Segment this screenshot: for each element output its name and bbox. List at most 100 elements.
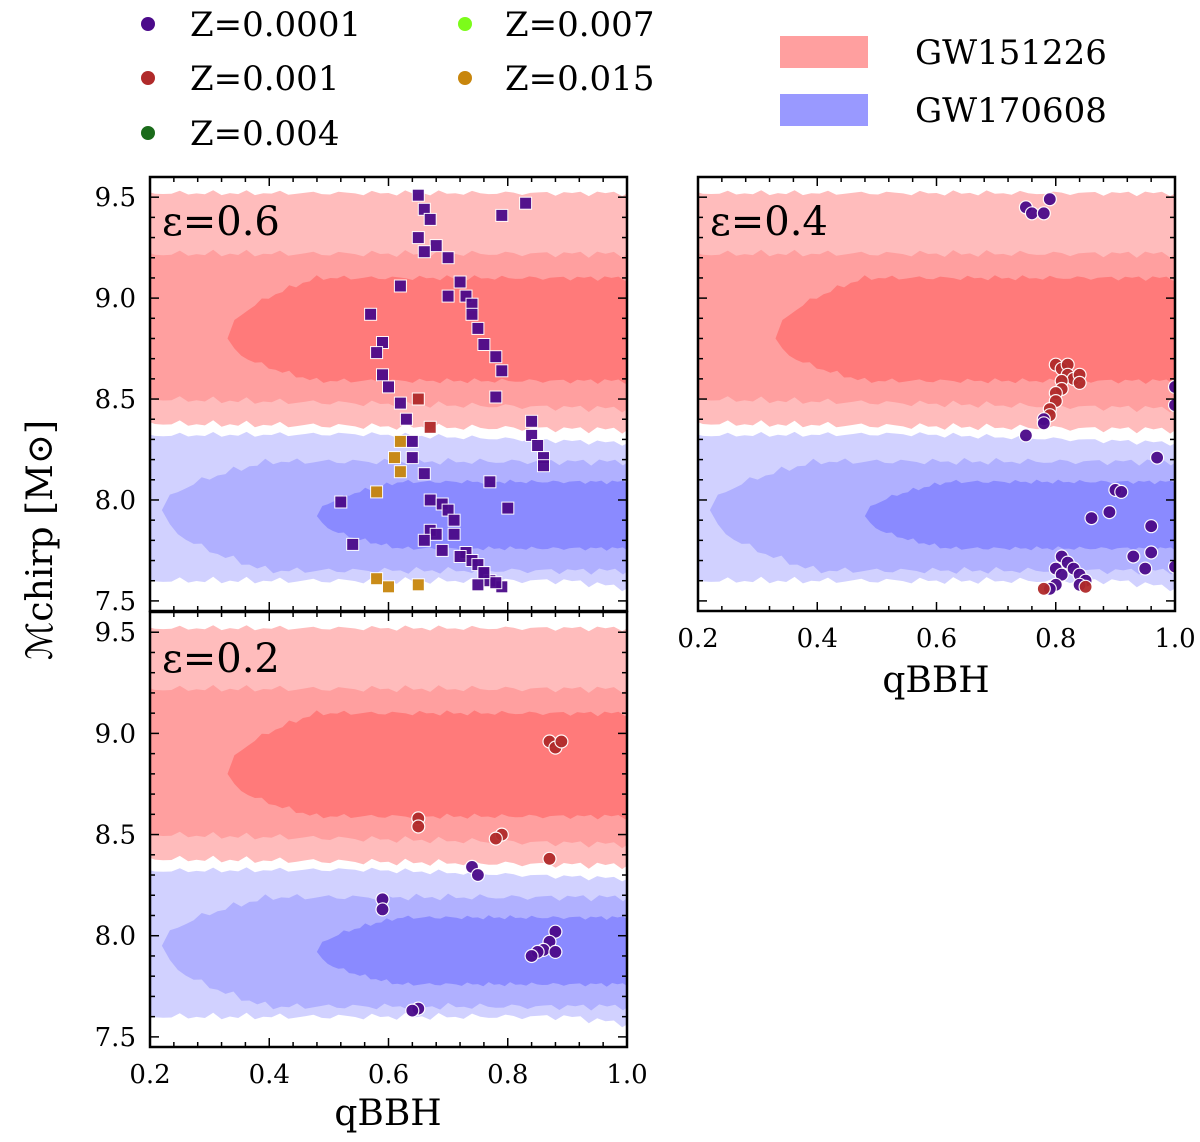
data-point [501,501,515,515]
legend-swatch-gw151226 [780,36,868,68]
y-tick-label: 9.0 [95,719,136,749]
panel-eps-0-6: 7.5 8.0 8.5 9.0 9.5 ε=0.6 [95,175,629,617]
data-point [1024,206,1040,221]
contour-gw151226-inner [775,275,1175,384]
data-point [1144,519,1159,534]
data-point [375,902,390,917]
data-point [548,944,563,960]
data-point [441,251,455,265]
data-point [1126,549,1141,564]
data-point [1036,206,1051,221]
x-tick-label: 0.6 [368,1060,409,1090]
data-point [1042,192,1057,207]
data-point [524,948,539,964]
data-point [531,439,545,452]
data-point [488,831,503,846]
contour-gw151226-inner [227,275,627,384]
data-point [411,578,425,592]
data-point [417,245,431,259]
y-tick-label: 7.5 [95,587,136,617]
data-point [519,196,533,210]
x-tick-label: 1.0 [1154,624,1195,654]
data-point [477,338,491,351]
legend-marker-z004 [141,126,155,140]
data-point [393,396,407,410]
data-point [1078,579,1093,594]
data-point [470,867,485,883]
points-panel-1 [1018,192,1175,596]
data-point [489,390,503,404]
data-point [453,550,467,563]
points-panel-2 [375,734,569,1018]
data-point [334,495,348,509]
y-tick-label: 8.0 [95,922,136,952]
data-point [388,451,401,465]
legend-label-gw170608: GW170608 [915,91,1107,131]
x-axis-label-right: qBBH [882,660,989,701]
ticks-panel-1: 0.2 0.4 0.6 0.8 1.0 [677,176,1196,654]
data-point [441,289,455,303]
x-tick-label: 0.4 [797,624,838,654]
x-tick-label: 0.2 [129,1060,170,1090]
data-point [423,212,437,226]
y-axis-label: ℳchirp [M⊙] [20,420,61,660]
legend-label-z007: Z=0.007 [505,5,654,45]
data-point [382,580,395,594]
x-tick-label: 0.8 [1035,624,1076,654]
data-point [405,1003,420,1018]
contours-panel-2 [150,625,627,1028]
data-point [1102,504,1117,520]
y-axis-label-text: ℳchirp [M⊙] [20,420,61,660]
data-point [495,208,509,222]
data-point [495,364,509,378]
y-tick-label: 8.5 [95,385,136,415]
legend-marker-z0001 [141,17,155,31]
x-tick-label: 0.2 [677,624,718,654]
data-point [554,734,569,749]
data-point [471,578,485,592]
x-tick-label: 0.6 [916,624,957,654]
points-panel-0 [334,188,550,594]
data-point [1036,416,1051,431]
ticks-panel-2: 7.5 8.0 8.5 9.0 9.5 0.2 0.4 0.6 0.8 1.0 [95,611,648,1090]
legend-label-z0001: Z=0.0001 [190,5,361,45]
data-point [411,188,425,202]
data-point [376,368,389,382]
data-point [542,851,557,866]
y-tick-label: 7.5 [95,1023,136,1053]
data-point [423,493,437,507]
contour-gw170608-inner [316,479,627,551]
data-point [370,485,384,499]
data-point [489,576,503,590]
y-tick-label: 8.0 [95,486,136,516]
legend-metallicity: Z=0.0001 Z=0.001 Z=0.004 Z=0.007 Z=0.015 [141,5,654,154]
x-tick-label: 1.0 [606,1060,647,1090]
data-point [429,239,443,253]
data-point [1018,428,1034,443]
data-point [370,572,384,586]
legend-label-z004: Z=0.004 [190,114,339,154]
data-point [1138,561,1153,576]
legend-marker-z015 [458,71,472,85]
data-point [465,307,479,321]
panel-eps-0-2: 7.5 8.0 8.5 9.0 9.5 0.2 0.4 0.6 0.8 1.0 ε=0.2 [95,610,648,1090]
data-point [453,275,467,289]
data-point [405,451,419,465]
data-point [417,533,431,547]
contour-gw170608-inner [864,479,1175,551]
data-point [1167,559,1175,574]
data-point [382,380,395,394]
y-tick-label: 9.5 [95,183,136,213]
data-point [417,467,431,481]
legend-marker-z007 [458,17,472,31]
data-point [346,537,360,551]
x-tick-label: 0.8 [487,1060,528,1090]
data-point [447,513,461,527]
legend-label-z001: Z=0.001 [190,59,339,99]
data-point [393,465,407,479]
data-point [1036,581,1051,596]
x-tick-label: 0.4 [249,1060,290,1090]
data-point [405,434,419,448]
data-point [447,527,461,541]
y-tick-label: 9.0 [95,284,136,314]
